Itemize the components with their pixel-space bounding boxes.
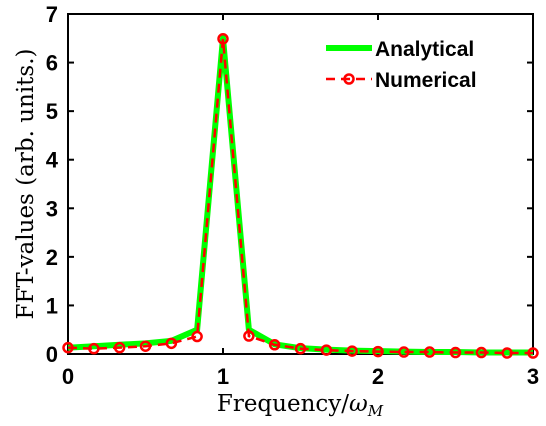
y-tick-label: 6 — [46, 51, 58, 76]
series-numerical-point — [165, 337, 178, 350]
series-numerical-point — [294, 342, 307, 355]
legend-analytical-label: Analytical — [375, 38, 474, 61]
series-numerical-point — [398, 346, 410, 358]
legend: Analytical Numerical — [326, 38, 477, 92]
y-tick-label: 5 — [46, 99, 58, 124]
x-tick-label: 2 — [372, 364, 384, 389]
x-tick-label: 0 — [62, 364, 74, 389]
series-numerical-point — [268, 339, 281, 351]
series-numerical-point — [191, 330, 203, 343]
y-axis-label: FFT-values (arb. units.) — [13, 48, 39, 319]
series-numerical-point — [88, 342, 100, 355]
y-tick-label: 4 — [46, 148, 59, 173]
series-numerical-point — [217, 33, 229, 45]
series-numerical-point — [527, 347, 539, 359]
x-axis-label-symbol: ω — [349, 391, 368, 417]
series-numerical-point — [501, 347, 513, 359]
series-numerical-point — [346, 345, 358, 357]
legend-numerical-label: Numerical — [375, 69, 477, 92]
legend-numerical-marker — [343, 73, 355, 85]
series-numerical-point — [243, 330, 255, 342]
series-numerical-point — [449, 346, 462, 359]
x-axis-label-subscript: M — [367, 402, 384, 420]
series-numerical-line — [67, 38, 533, 355]
series-numerical-point — [113, 341, 126, 354]
series-numerical-point — [423, 346, 436, 358]
y-tick-label: 2 — [46, 245, 58, 270]
series-numerical-point — [320, 344, 333, 356]
series-numerical-point — [475, 346, 488, 359]
x-tick-label: 3 — [527, 364, 539, 389]
series-numerical-point — [372, 345, 384, 358]
series-numerical-point — [62, 341, 74, 354]
series-layer — [62, 33, 539, 359]
x-tick-label: 1 — [217, 364, 229, 389]
x-axis-label-text: Frequency/ — [217, 391, 349, 417]
plot-area — [67, 13, 534, 355]
y-axis: 0 1 2 3 4 5 6 7 — [46, 2, 533, 367]
x-axis: 0 1 2 3 — [62, 14, 539, 389]
y-tick-label: 3 — [46, 196, 58, 221]
x-axis-label: Frequency/ωM — [217, 391, 384, 420]
y-tick-label: 1 — [46, 293, 58, 318]
y-tick-label: 0 — [46, 342, 58, 367]
y-tick-label: 7 — [46, 2, 58, 27]
series-numerical-point — [139, 340, 152, 352]
